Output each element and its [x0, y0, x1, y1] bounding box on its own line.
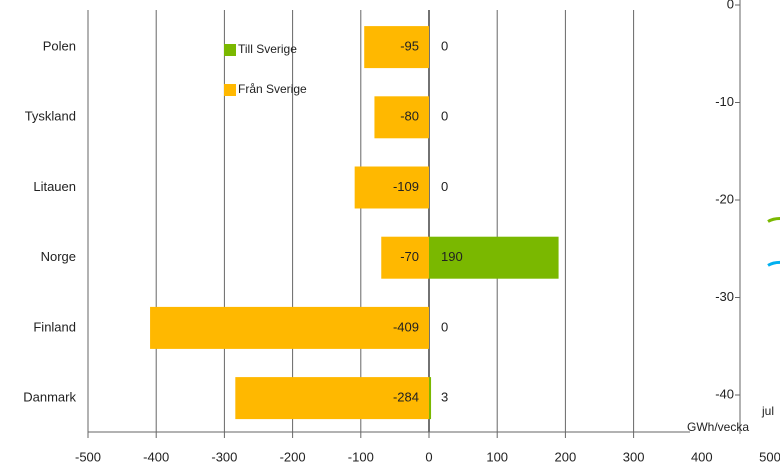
- data-label: -70: [400, 249, 419, 264]
- bar: [364, 26, 429, 69]
- x-tick-label: 0: [425, 449, 432, 464]
- x-tick-label: 400: [691, 449, 713, 464]
- bar: [381, 236, 429, 279]
- y-tick-label: -30: [715, 289, 734, 304]
- x-tick-label: 300: [623, 449, 645, 464]
- x-tick-label: -100: [348, 449, 374, 464]
- data-label: 0: [441, 109, 448, 124]
- y-tick-label: Litauen: [33, 179, 76, 194]
- x-tick-label: 100: [486, 449, 508, 464]
- bar: [150, 306, 429, 349]
- legend-swatch: [224, 44, 236, 56]
- y-tick-label: Tyskland: [25, 109, 76, 124]
- bar: [429, 236, 559, 279]
- bar: [235, 377, 429, 420]
- data-label: 0: [441, 179, 448, 194]
- line: [767, 217, 780, 223]
- x-tick-label: -200: [280, 449, 306, 464]
- x-tick-label: 200: [555, 449, 577, 464]
- y-tick-label: -10: [715, 94, 734, 109]
- y-tick-label: Danmark: [23, 390, 76, 405]
- y-tick-label: Polen: [43, 39, 76, 54]
- bar: [429, 377, 432, 420]
- x-tick-label: -300: [211, 449, 237, 464]
- data-label: 0: [441, 319, 448, 334]
- y-tick-label: Norge: [41, 249, 76, 264]
- data-label: 190: [441, 249, 463, 264]
- data-label: -109: [393, 179, 419, 194]
- axis-label: GWh/vecka: [687, 420, 749, 434]
- x-tick-label: 500: [759, 449, 780, 464]
- legend-swatch: [224, 84, 236, 96]
- x-tick-label: -400: [143, 449, 169, 464]
- data-label: 3: [441, 390, 448, 405]
- y-tick-label: -40: [715, 386, 734, 401]
- y-tick-label: -20: [715, 191, 734, 206]
- data-label: -80: [400, 109, 419, 124]
- bar: [374, 96, 429, 139]
- data-label: -409: [393, 319, 419, 334]
- chart-background: [690, 0, 780, 440]
- line: [767, 260, 780, 267]
- x-tick-label: jul: [761, 404, 774, 418]
- legend-label: Från Sverige: [238, 82, 307, 96]
- bar: [354, 166, 429, 209]
- legend-label: Till Sverige: [238, 42, 297, 56]
- data-label: -284: [393, 390, 419, 405]
- data-label: -95: [400, 39, 419, 54]
- x-tick-label: -500: [75, 449, 101, 464]
- y-tick-label: Finland: [33, 319, 76, 334]
- y-tick-label: 0: [727, 0, 734, 11]
- data-label: 0: [441, 39, 448, 54]
